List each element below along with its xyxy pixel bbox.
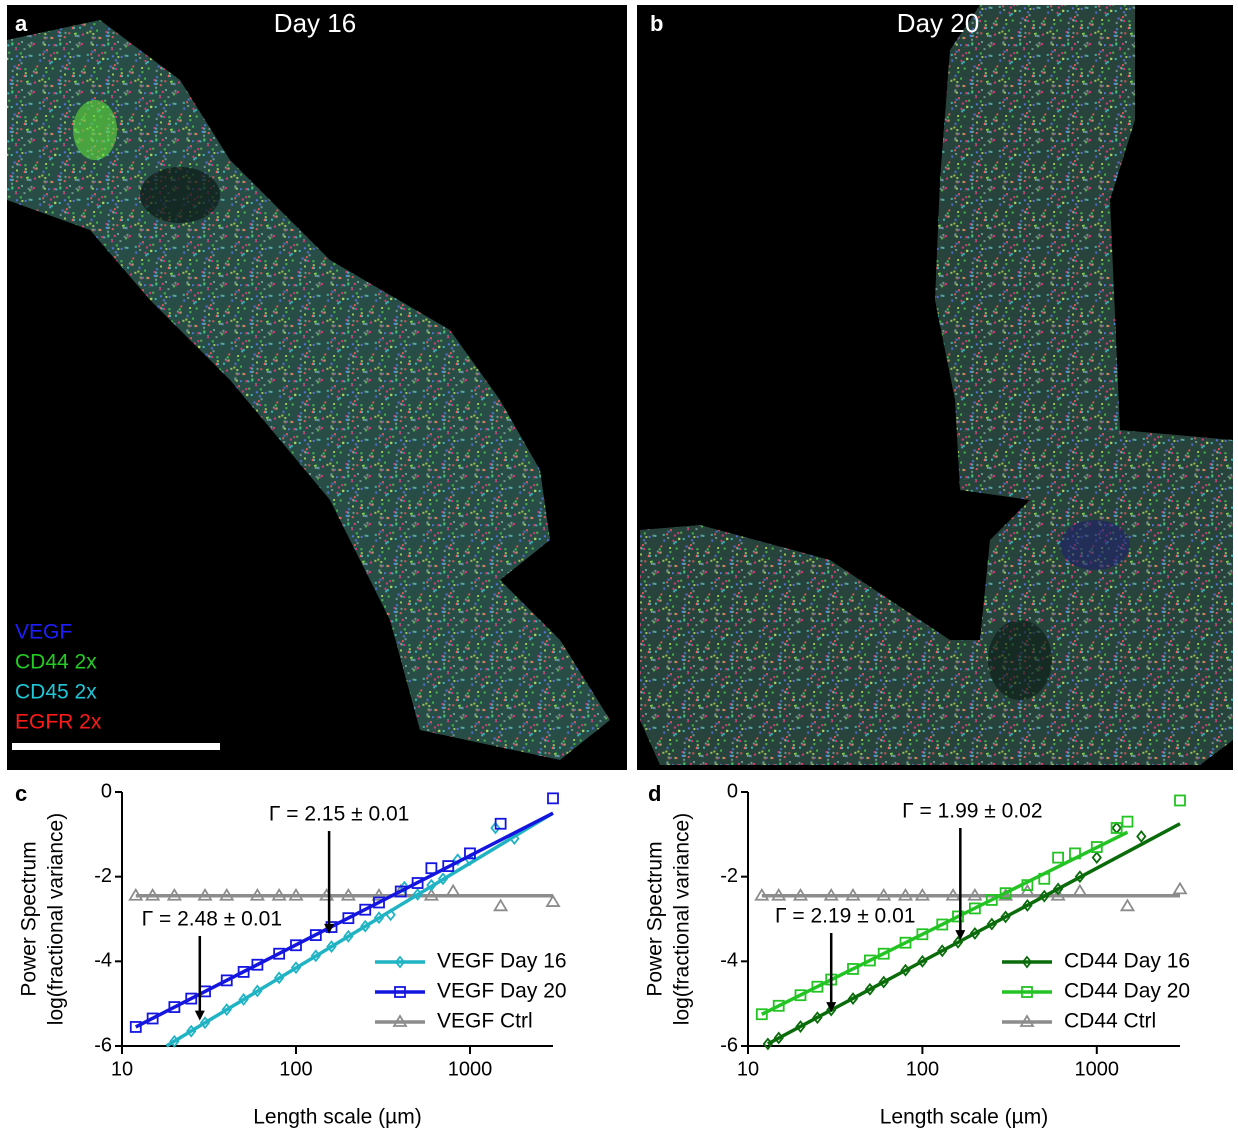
marker	[495, 900, 507, 910]
annotation: Γ = 2.15 ± 0.01	[269, 803, 409, 826]
marker	[1175, 795, 1185, 805]
legend-label: CD44 Ctrl	[1064, 1010, 1156, 1033]
figure: a Day 16 b Day 20 VEGF CD44 2x CD45 2x EGFR…	[0, 0, 1238, 1135]
panel-label: c	[15, 781, 27, 806]
y-tick-label: -4	[720, 950, 738, 972]
panel-label: a	[15, 11, 28, 36]
y-tick-label: -6	[94, 1034, 112, 1056]
x-tick-label: 100	[279, 1058, 312, 1080]
y-axis-label: Power Spectrum	[644, 841, 667, 996]
marker	[1053, 853, 1063, 863]
y-axis-label: log(fractional variance)	[671, 813, 694, 1025]
scale-bar	[12, 743, 220, 750]
annotation: Γ = 1.99 ± 0.02	[902, 800, 1042, 823]
channel-name: CD44 2x	[15, 651, 97, 674]
annotation: Γ = 2.48 ± 0.01	[142, 908, 282, 931]
channel-name: VEGF	[15, 621, 72, 644]
panel-label: d	[648, 781, 661, 806]
y-tick-label: -6	[720, 1034, 738, 1056]
x-axis-label: Length scale (µm)	[253, 1106, 422, 1129]
legend-label: CD44 Day 16	[1064, 950, 1190, 973]
legend-label: CD44 Day 20	[1064, 980, 1190, 1003]
annotation: Γ = 2.19 ± 0.01	[775, 905, 915, 928]
marker	[1093, 853, 1101, 863]
x-tick-label: 1000	[1075, 1058, 1120, 1080]
marker	[426, 863, 436, 873]
legend-label: VEGF Ctrl	[437, 1010, 533, 1033]
legend-label: VEGF Day 20	[437, 980, 567, 1003]
channel-name: EGFR 2x	[15, 711, 102, 734]
marker	[1174, 883, 1186, 893]
y-axis-label: log(fractional variance)	[45, 813, 68, 1025]
x-axis-label: Length scale (µm)	[880, 1106, 1049, 1129]
marker	[1137, 831, 1145, 841]
page: a Day 16 b Day 20 VEGF CD44 2x CD45 2x EGFR…	[0, 0, 1238, 1135]
marker	[548, 793, 558, 803]
panel-label: b	[650, 11, 663, 36]
x-tick-label: 1000	[448, 1058, 493, 1080]
y-axis-label: Power Spectrum	[18, 841, 41, 996]
x-tick-label: 10	[111, 1058, 133, 1080]
marker	[547, 896, 559, 906]
marker	[1122, 900, 1134, 910]
y-tick-label: -4	[94, 950, 112, 972]
image-title: Day 16	[274, 8, 356, 38]
marker	[1123, 817, 1133, 827]
y-tick-label: -2	[720, 865, 738, 887]
marker	[1113, 823, 1121, 833]
x-tick-label: 100	[906, 1058, 939, 1080]
channel-name: CD45 2x	[15, 681, 97, 704]
image-title: Day 20	[897, 8, 979, 38]
legend-label: VEGF Day 16	[437, 950, 567, 973]
y-tick-label: -2	[94, 865, 112, 887]
y-tick-label: 0	[727, 780, 738, 802]
x-tick-label: 10	[737, 1058, 759, 1080]
y-tick-label: 0	[101, 780, 112, 802]
